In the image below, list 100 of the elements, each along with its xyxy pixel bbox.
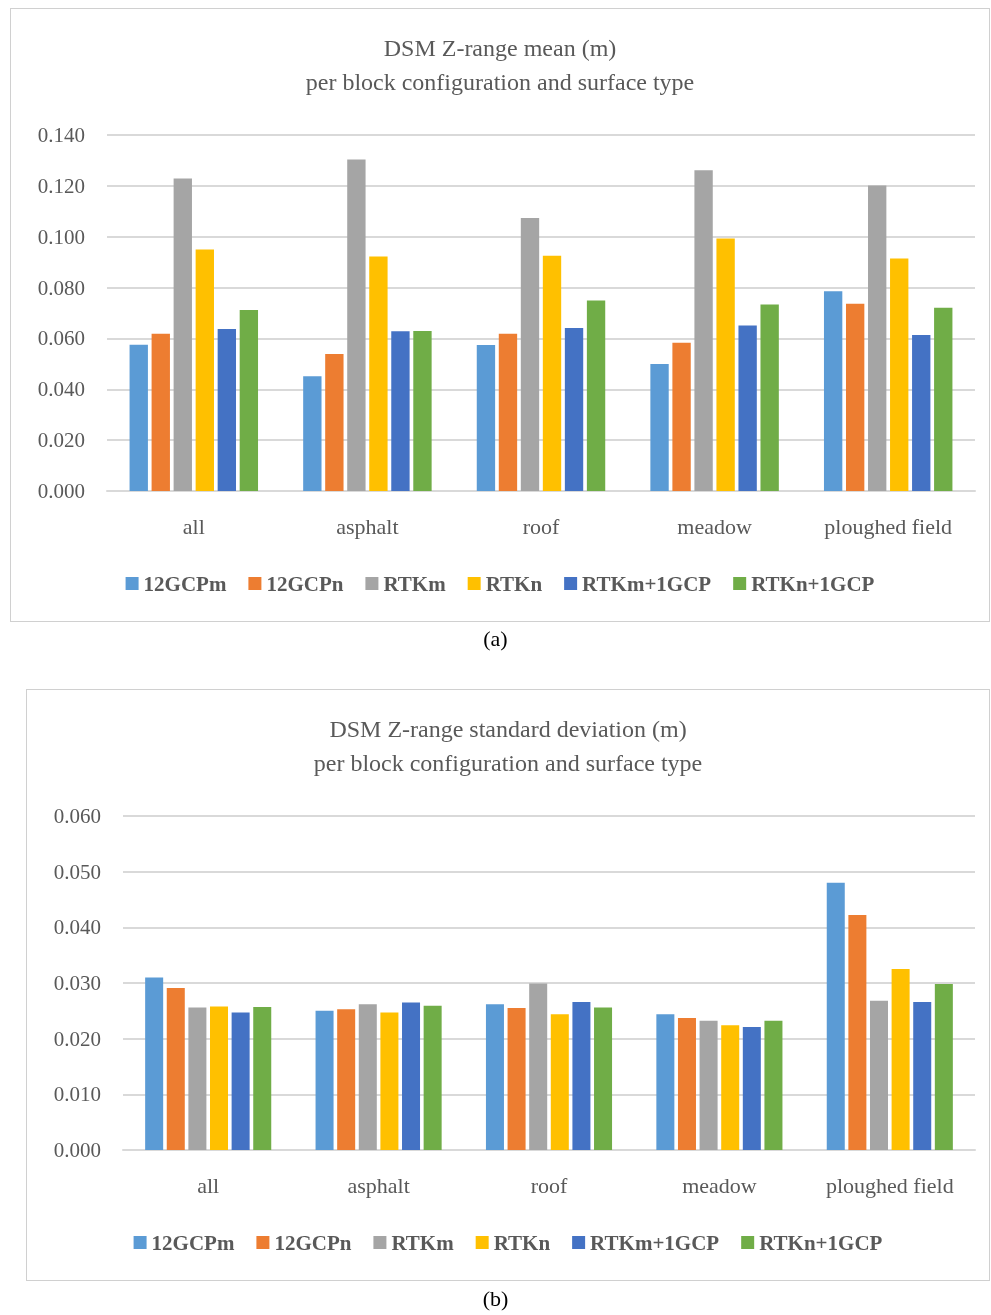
- bar: [217, 329, 237, 491]
- bar: [315, 1010, 334, 1150]
- bar: [934, 984, 953, 1150]
- x-tick-label: roof: [530, 1172, 568, 1198]
- bar: [594, 1007, 613, 1150]
- text: (b): [481, 1286, 510, 1312]
- chart-title: DSM Z-range mean (m): [383, 35, 617, 61]
- bar: [845, 303, 865, 491]
- bar: [716, 238, 735, 491]
- bar: [358, 1004, 377, 1150]
- bar: [391, 331, 410, 491]
- bar: [369, 256, 388, 491]
- y-tick-label: 0.010: [53, 1082, 101, 1107]
- bar: [239, 309, 259, 491]
- chart-title: DSM Z-range standard deviation (m): [329, 716, 687, 742]
- bar: [529, 983, 548, 1150]
- legend-label: RTKn+1GCP: [759, 1230, 883, 1255]
- x-tick-label: all: [182, 513, 205, 539]
- legend-label: RTKm: [391, 1230, 455, 1255]
- legend-label: RTKn: [485, 571, 543, 596]
- y-tick-label: 0.020: [53, 1026, 101, 1051]
- bar: [520, 217, 540, 491]
- bar: [572, 1001, 591, 1150]
- legend-label: 12GCPn: [274, 1230, 352, 1255]
- legend-label: RTKm: [383, 571, 447, 596]
- bar: [210, 1006, 229, 1150]
- bar: [507, 1008, 526, 1150]
- bar: [650, 364, 669, 491]
- x-tick-label: meadow: [677, 513, 752, 539]
- bar: [337, 1009, 356, 1150]
- bar: [188, 1007, 207, 1150]
- bar: [542, 255, 562, 491]
- bar: [848, 915, 867, 1150]
- bar: [742, 1026, 761, 1150]
- bar: [677, 1018, 696, 1150]
- bar: [564, 328, 584, 491]
- bar: [912, 335, 931, 491]
- bar: [699, 1020, 718, 1150]
- bar: [738, 325, 757, 491]
- x-tick-label: all: [197, 1172, 220, 1198]
- bar: [868, 185, 887, 491]
- y-tick-label: 0.000: [37, 479, 85, 503]
- bar: [402, 1002, 421, 1150]
- bar: [891, 969, 910, 1150]
- bar: [231, 1012, 250, 1150]
- y-tick-label: 0.040: [53, 915, 101, 940]
- bar: [721, 1025, 740, 1150]
- y-tick-label: 0.020: [37, 428, 85, 453]
- bar: [550, 1014, 569, 1150]
- legend-label: RTKm+1GCP: [582, 571, 712, 596]
- bar: [890, 258, 909, 491]
- bar: [485, 1004, 504, 1150]
- y-tick-label: 0.060: [53, 804, 101, 828]
- text: (a): [482, 626, 509, 652]
- bar: [303, 376, 322, 491]
- y-tick-label: 0.030: [53, 971, 101, 995]
- y-tick-label: 0.140: [37, 123, 85, 147]
- bar: [869, 1000, 888, 1150]
- x-tick-label: asphalt: [336, 513, 399, 539]
- bar: [656, 1014, 675, 1150]
- y-tick-label: 0.080: [37, 275, 85, 300]
- y-tick-label: 0.050: [53, 859, 101, 884]
- legend-label: 12GCPn: [266, 571, 344, 596]
- bar: [764, 1020, 783, 1150]
- bar: [934, 307, 953, 491]
- bar: [253, 1006, 272, 1150]
- legend-label: 12GCPm: [151, 1230, 235, 1255]
- y-tick-label: 0.000: [53, 1138, 101, 1162]
- legend-label: RTKm+1GCP: [590, 1230, 720, 1255]
- x-tick-label: asphalt: [347, 1172, 410, 1198]
- bar: [145, 977, 164, 1150]
- bar: [423, 1005, 442, 1150]
- bar: [760, 304, 779, 491]
- bar: [826, 882, 845, 1150]
- y-tick-label: 0.040: [37, 377, 85, 402]
- chart-subtitle: per block configuration and surface type: [313, 750, 703, 776]
- bar: [195, 249, 214, 491]
- bar: [498, 333, 518, 491]
- bar: [413, 331, 432, 491]
- bar: [476, 345, 496, 491]
- bar: [151, 333, 170, 491]
- bar: [823, 291, 843, 491]
- bar: [586, 300, 606, 491]
- x-tick-label: ploughed field: [824, 513, 953, 539]
- bar: [913, 1001, 932, 1150]
- x-tick-label: meadow: [682, 1172, 757, 1198]
- y-tick-label: 0.120: [37, 173, 85, 198]
- bar: [347, 159, 366, 491]
- bar: [380, 1012, 399, 1150]
- legend-label: RTKn+1GCP: [751, 571, 875, 596]
- bar: [694, 170, 713, 491]
- legend-label: RTKn: [493, 1230, 551, 1255]
- bar: [129, 344, 148, 491]
- x-tick-label: ploughed field: [825, 1172, 954, 1198]
- chart-subtitle: per block configuration and surface type: [305, 69, 695, 95]
- x-tick-label: roof: [522, 513, 560, 539]
- y-tick-label: 0.060: [37, 326, 85, 351]
- legend-label: 12GCPm: [143, 571, 227, 596]
- bar: [672, 342, 691, 491]
- bar: [173, 178, 192, 491]
